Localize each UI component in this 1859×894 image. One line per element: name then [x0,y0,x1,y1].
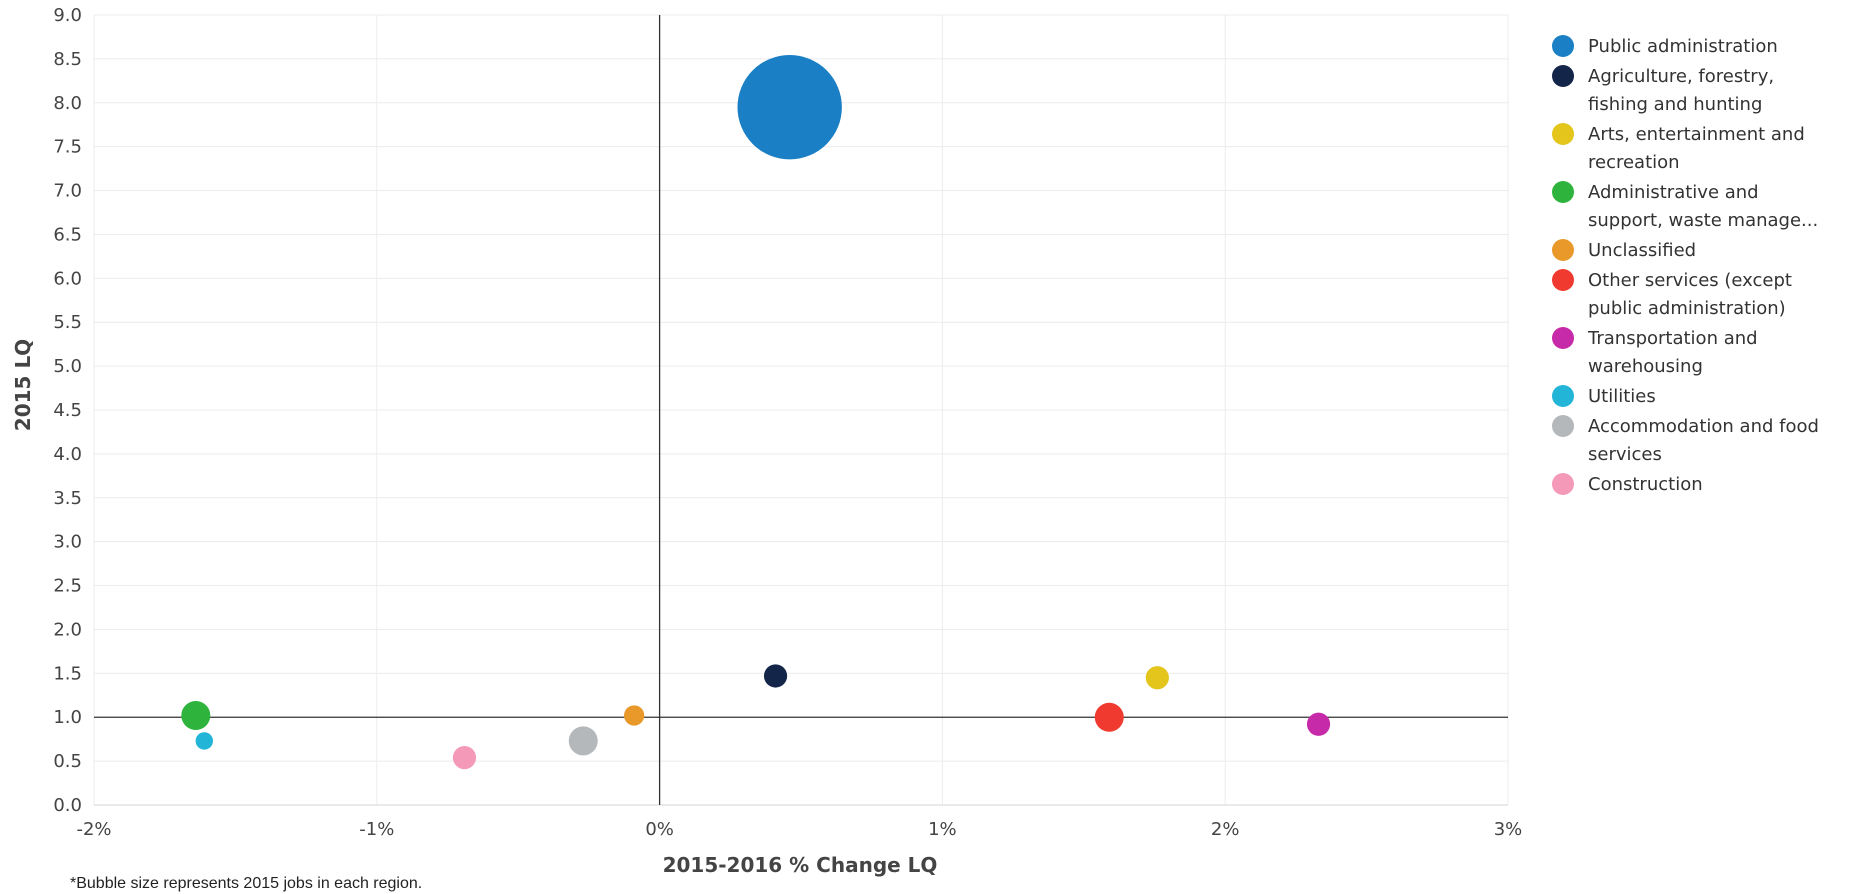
y-tick-label: 4.5 [53,400,82,421]
y-tick-label: 3.5 [53,488,82,509]
legend-label: Arts, entertainment and [1588,124,1805,145]
y-tick-label: 6.5 [53,224,82,245]
y-tick-label: 1.0 [53,707,82,728]
x-tick-label: 3% [1494,819,1523,840]
legend-label: Accommodation and food [1588,416,1819,437]
x-tick-label: 2% [1211,819,1240,840]
legend-label: Unclassified [1588,240,1696,261]
bubble-public-administration[interactable] [737,54,842,160]
y-tick-label: 8.5 [53,49,82,70]
legend-item[interactable]: Accommodation and food services [1552,415,1819,465]
y-axis-ticks: 0.0 0.5 1.0 1.5 2.0 2.5 3.0 3.5 4.0 4.5 5.0 5.5 6.0 6… [53,5,82,816]
y-tick-label: 5.0 [53,356,82,377]
y-tick-label: 4.0 [53,444,82,465]
y-tick-label: 8.0 [53,93,82,114]
legend-label: Other services (except [1588,270,1792,291]
legend-marker [1552,239,1574,261]
legend-label: Administrative and [1588,182,1759,203]
legend-label: recreation [1588,152,1680,173]
bubble-construction[interactable] [452,746,477,770]
legend-item[interactable]: Administrative and support, waste manage.… [1552,181,1818,231]
legend-marker [1552,65,1574,87]
bubble-unclassified[interactable] [623,705,645,726]
y-tick-label: 1.5 [53,663,82,684]
x-tick-label: 1% [928,819,957,840]
legend-item[interactable]: Agriculture, forestry, fishing and huntin… [1552,65,1774,115]
legend-item[interactable]: Public administration [1552,35,1778,57]
legend-label: Utilities [1588,386,1656,407]
x-axis-ticks: -2% -1% 0% 1% 2% 3% [76,819,1522,840]
x-tick-label: -1% [359,819,394,840]
legend-marker [1552,269,1574,291]
legend-label: support, waste manage... [1588,210,1818,231]
y-tick-label: 0.5 [53,751,82,772]
bubble-agriculture-forestry-fishing-and-hunting[interactable] [763,664,788,688]
legend-marker [1552,181,1574,203]
legend-label: Public administration [1588,36,1778,57]
y-tick-label: 5.5 [53,312,82,333]
reference-lines [94,15,1508,805]
y-tick-label: 9.0 [53,5,82,26]
legend-marker [1552,123,1574,145]
legend-label: Agriculture, forestry, [1588,66,1774,87]
bubble-utilities[interactable] [195,732,213,750]
legend-label: fishing and hunting [1588,94,1762,115]
bubble-transportation-and-warehousing[interactable] [1306,712,1331,736]
x-tick-label: -2% [76,819,111,840]
legend-item[interactable]: Arts, entertainment and recreation [1552,123,1805,173]
y-tick-label: 7.0 [53,181,82,202]
legend-item[interactable]: Utilities [1552,385,1656,407]
bubble-arts-entertainment-and-recreation[interactable] [1145,666,1169,690]
bubble-accommodation-and-food-services[interactable] [568,726,598,756]
chart-footnote: *Bubble size represents 2015 jobs in eac… [70,875,422,892]
bubble-administrative-and-support-waste-manage[interactable] [181,700,211,730]
legend: Public administration Agriculture, forest… [1552,35,1819,495]
legend-label: warehousing [1588,356,1703,377]
y-tick-label: 7.5 [53,137,82,158]
y-tick-label: 3.0 [53,532,82,553]
legend-item[interactable]: Other services (except public administrat… [1552,269,1792,319]
legend-label: public administration) [1588,298,1786,319]
legend-item[interactable]: Unclassified [1552,239,1696,261]
legend-label: Transportation and [1587,328,1758,349]
bubble-other-services-except-public-administration[interactable] [1094,702,1124,732]
y-tick-label: 6.0 [53,268,82,289]
legend-marker [1552,385,1574,407]
y-tick-label: 2.5 [53,576,82,597]
legend-item[interactable]: Transportation and warehousing [1552,327,1758,377]
x-axis-title: 2015-2016 % Change LQ [663,853,938,877]
legend-marker [1552,415,1574,437]
y-tick-label: 2.0 [53,619,82,640]
legend-marker [1552,35,1574,57]
bubbles [181,54,1331,770]
legend-label: services [1588,444,1662,465]
legend-marker [1552,327,1574,349]
legend-label: Construction [1588,474,1703,495]
y-tick-label: 0.0 [53,795,82,816]
x-tick-label: 0% [645,819,674,840]
legend-marker [1552,473,1574,495]
legend-item[interactable]: Construction [1552,473,1703,495]
y-axis-title: 2015 LQ [11,339,35,431]
